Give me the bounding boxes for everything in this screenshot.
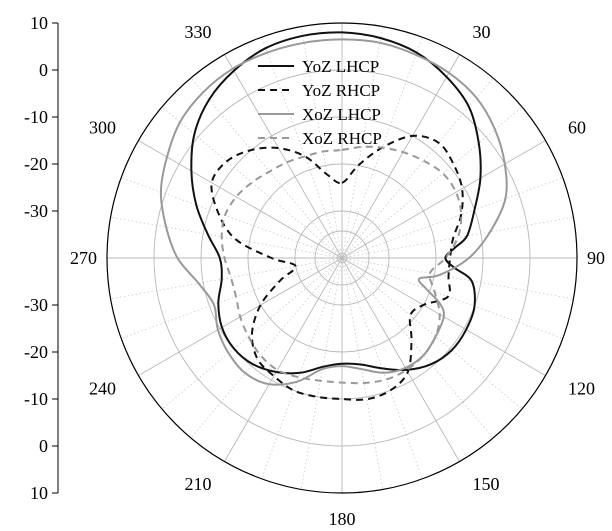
series-yoz-lhcp [190,31,482,375]
series-curves [159,31,508,401]
spoke-60 [341,140,546,259]
minor-spoke [341,77,494,259]
angle-label-90: 90 [587,248,605,268]
ring-0 [153,69,531,447]
spoke-300 [138,140,343,259]
minor-spoke [341,216,574,259]
angle-label-330: 330 [185,22,212,42]
radial-tick-label: -30 [24,201,48,221]
ring--30 [294,210,390,306]
radial-tick-label: -10 [24,107,48,127]
hub-ring [314,230,370,286]
angle-labels: 30 60 90 120 150 180 210 240 270 300 330 [70,22,605,529]
spoke-150 [341,257,460,462]
angle-label-30: 30 [473,22,491,42]
series-xoz-rhcp [220,145,463,385]
minor-spoke [110,257,343,300]
ring--20 [247,163,437,353]
angle-label-180: 180 [329,509,356,529]
radial-tick-label: -20 [24,154,48,174]
series-xoz-lhcp [159,38,508,386]
minor-spoke [341,257,384,490]
legend-label: XoZ RHCP [302,129,382,148]
minor-spoke [341,257,574,300]
minor-spoke [261,257,343,479]
minor-spoke [341,257,523,410]
angle-label-60: 60 [568,118,586,138]
minor-spoke [300,257,343,490]
spoke-30 [341,54,460,259]
minor-spoke [190,257,343,439]
ring--10 [200,116,484,400]
outer-ring [106,22,578,494]
minor-spoke [341,177,563,259]
spoke-210 [224,257,343,462]
angle-label-240: 240 [89,379,116,399]
legend-label: YoZ LHCP [302,57,379,76]
minor-spoke [121,177,343,259]
angle-label-270: 270 [70,248,97,268]
angle-label-120: 120 [568,379,595,399]
radial-tick-label: 10 [30,13,48,33]
legend-label: YoZ RHCP [302,81,380,100]
radial-tick-label: -10 [24,389,48,409]
minor-spoke [341,257,563,339]
minor-spoke [341,26,384,259]
radial-tick-label: 0 [39,60,48,80]
minor-spoke [261,37,343,259]
angle-label-150: 150 [473,474,500,494]
minor-spoke [121,257,343,339]
minor-spoke [110,216,343,259]
angle-label-210: 210 [185,474,212,494]
angle-label-300: 300 [89,118,116,138]
radial-tick-label: -20 [24,342,48,362]
radial-tick-label: 0 [39,436,48,456]
minor-spoke [190,77,343,259]
minor-spoke [161,106,343,259]
minor-spoke [300,26,343,259]
minor-spoke [341,106,523,259]
radial-axis: 10 0 -10 -20 -30 -30 -20 -10 0 10 [24,13,59,503]
series-yoz-rhcp [210,134,464,401]
radial-tick-label: 10 [30,483,48,503]
minor-spoke [341,257,494,439]
spoke-330 [224,54,343,259]
legend: YoZ LHCP YoZ RHCP XoZ LHCP XoZ RHCP [258,57,382,148]
legend-label: XoZ LHCP [302,105,381,124]
radial-tick-label: -30 [24,295,48,315]
